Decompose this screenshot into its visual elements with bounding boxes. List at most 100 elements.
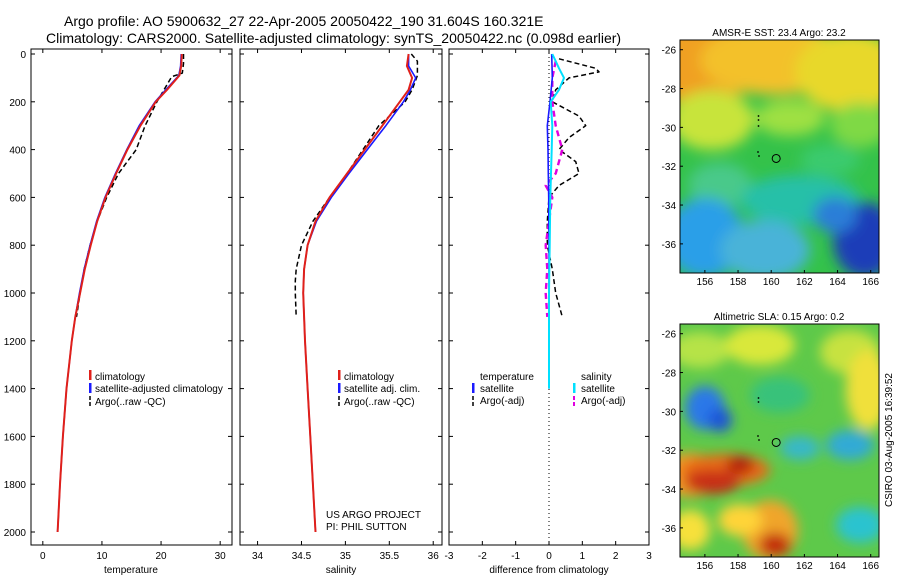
map-lat-label: -30 <box>662 123 677 134</box>
temperature-legend: climatology satellite-adjusted climatolo… <box>89 370 223 408</box>
map-lon-label: 158 <box>730 277 747 288</box>
x-tick-label: 34 <box>252 551 264 562</box>
sla-map-frame <box>679 323 880 558</box>
credit-text: CSIRO 03-Aug-2005 16:39:52 <box>884 373 895 507</box>
map-lat-label: -28 <box>662 85 677 96</box>
map-lat-label: -26 <box>662 46 677 57</box>
axis-ticks <box>31 49 650 545</box>
legend-label-temp-satellite: satellite <box>480 384 514 395</box>
legend-heading-temperature: temperature <box>480 372 534 383</box>
map-lat-label: -30 <box>662 407 677 418</box>
map-lat-label: -28 <box>662 369 677 380</box>
map-lat-label: -32 <box>662 162 677 173</box>
legend-swatch-climatology <box>338 370 341 380</box>
salinity-legend: climatology satellite adj. clim. Argo(..… <box>338 370 420 408</box>
legend-label-argo: Argo(..raw -QC) <box>95 397 166 408</box>
difference-axis-label: difference from climatology <box>489 565 608 576</box>
map-lon-label: 160 <box>763 561 780 572</box>
depth-tick-label: 1800 <box>4 480 27 491</box>
map-lat-label: -32 <box>662 446 677 457</box>
legend-label-climatology: climatology <box>95 372 145 383</box>
map-lon-label: 166 <box>862 277 879 288</box>
x-tick-label: -3 <box>445 551 454 562</box>
x-tick-label: -1 <box>511 551 520 562</box>
map-lon-label: 164 <box>829 277 846 288</box>
sla-map-track <box>757 397 760 441</box>
title-line-1: Argo profile: AO 5900632_27 22-Apr-2005 … <box>64 13 544 29</box>
title-line-2: Climatology: CARS2000. Satellite-adjuste… <box>46 30 622 46</box>
legend-label-satellite: satellite adj. clim. <box>344 384 420 395</box>
legend-label-satellite: satellite-adjusted climatology <box>95 384 223 395</box>
map-lat-label: -26 <box>662 330 677 341</box>
map-lon-label: 166 <box>862 561 879 572</box>
salinity-axis-label: salinity <box>326 565 357 576</box>
depth-tick-label: 1400 <box>4 385 27 396</box>
legend-label-argo: Argo(..raw -QC) <box>344 397 415 408</box>
legend-label-sal-argo: Argo(-adj) <box>581 396 625 407</box>
sst-map-frame <box>679 39 880 274</box>
difference-profile-salinity-argo-line <box>544 60 564 317</box>
sst-map-axis-labels: 156 158 160 162 164 166 -26 -28 -30 -32 -34 -36 <box>662 46 880 288</box>
sla-map-title: Altimetric SLA: 0.15 Argo: 0.2 <box>714 312 845 323</box>
legend-swatch-sal-satellite <box>573 383 576 393</box>
sst-map-title: AMSR-E SST: 23.4 Argo: 23.2 <box>712 28 846 39</box>
x-tick-label: 10 <box>96 551 108 562</box>
map-lat-label: -36 <box>662 524 677 535</box>
map-lat-label: -36 <box>662 240 677 251</box>
difference-profile-salinity-satellite-line <box>548 53 565 389</box>
x-tick-label: 36 <box>428 551 440 562</box>
depth-tick-label: 600 <box>9 193 26 204</box>
legend-heading-salinity: salinity <box>581 372 612 383</box>
x-tick-label: 35.5 <box>380 551 400 562</box>
depth-tick-label: 800 <box>9 241 26 252</box>
legend-label-climatology: climatology <box>344 372 394 383</box>
temperature-panel <box>30 48 233 546</box>
temperature-axis-label: temperature <box>104 565 158 576</box>
depth-tick-label: 400 <box>9 146 26 157</box>
x-tick-label: 35 <box>340 551 352 562</box>
project-annotation-1: US ARGO PROJECT <box>326 510 421 521</box>
x-axis-tick-labels: 0 10 20 30 34 34.5 35 35.5 36 -3 -2 -1 0 1 2 3 <box>40 551 652 562</box>
sst-map-image <box>680 40 879 273</box>
legend-label-sal-satellite: satellite <box>581 384 615 395</box>
depth-tick-label: 200 <box>9 98 26 109</box>
map-lon-label: 162 <box>796 277 813 288</box>
depth-tick-label: 2000 <box>4 528 27 539</box>
x-tick-label: 30 <box>215 551 227 562</box>
sla-argo-location-marker <box>771 437 781 447</box>
sst-argo-location-marker <box>771 153 781 163</box>
sla-map-image <box>680 324 879 557</box>
salinity-profile-climatology-line <box>302 53 414 533</box>
map-lon-label: 156 <box>697 277 714 288</box>
x-tick-label: 0 <box>546 551 552 562</box>
depth-axis-labels: 0 200 400 600 800 1000 1200 1400 1600 1800 2000 <box>4 50 27 539</box>
temperature-profile-climatology-line <box>56 53 183 533</box>
sst-map-track <box>757 115 760 157</box>
x-tick-label: 34.5 <box>292 551 312 562</box>
legend-swatch-climatology <box>89 370 92 380</box>
depth-tick-label: 0 <box>20 50 26 61</box>
depth-tick-label: 1200 <box>4 337 27 348</box>
x-tick-label: 20 <box>155 551 167 562</box>
x-tick-label: 2 <box>613 551 619 562</box>
map-lon-label: 160 <box>763 277 780 288</box>
map-lat-label: -34 <box>662 201 677 212</box>
profile-series <box>56 49 600 545</box>
sla-map-axis-labels: 156 158 160 162 164 166 -26 -28 -30 -32 -34 -36 <box>662 330 880 572</box>
map-lon-label: 164 <box>829 561 846 572</box>
map-lon-label: 162 <box>796 561 813 572</box>
x-tick-label: -2 <box>478 551 487 562</box>
difference-legend: temperature satellite Argo(-adj) salinit… <box>472 372 625 407</box>
depth-tick-label: 1600 <box>4 432 27 443</box>
depth-tick-label: 1000 <box>4 289 27 300</box>
map-lon-label: 156 <box>697 561 714 572</box>
legend-swatch-satellite <box>338 383 341 393</box>
difference-profile-temperature-argo-line <box>546 58 600 318</box>
legend-swatch-temp-satellite <box>472 383 475 393</box>
project-annotation-2: PI: PHIL SUTTON <box>326 522 407 533</box>
legend-swatch-satellite <box>89 383 92 393</box>
map-lon-label: 158 <box>730 561 747 572</box>
x-tick-label: 0 <box>40 551 46 562</box>
salinity-panel <box>239 48 443 546</box>
